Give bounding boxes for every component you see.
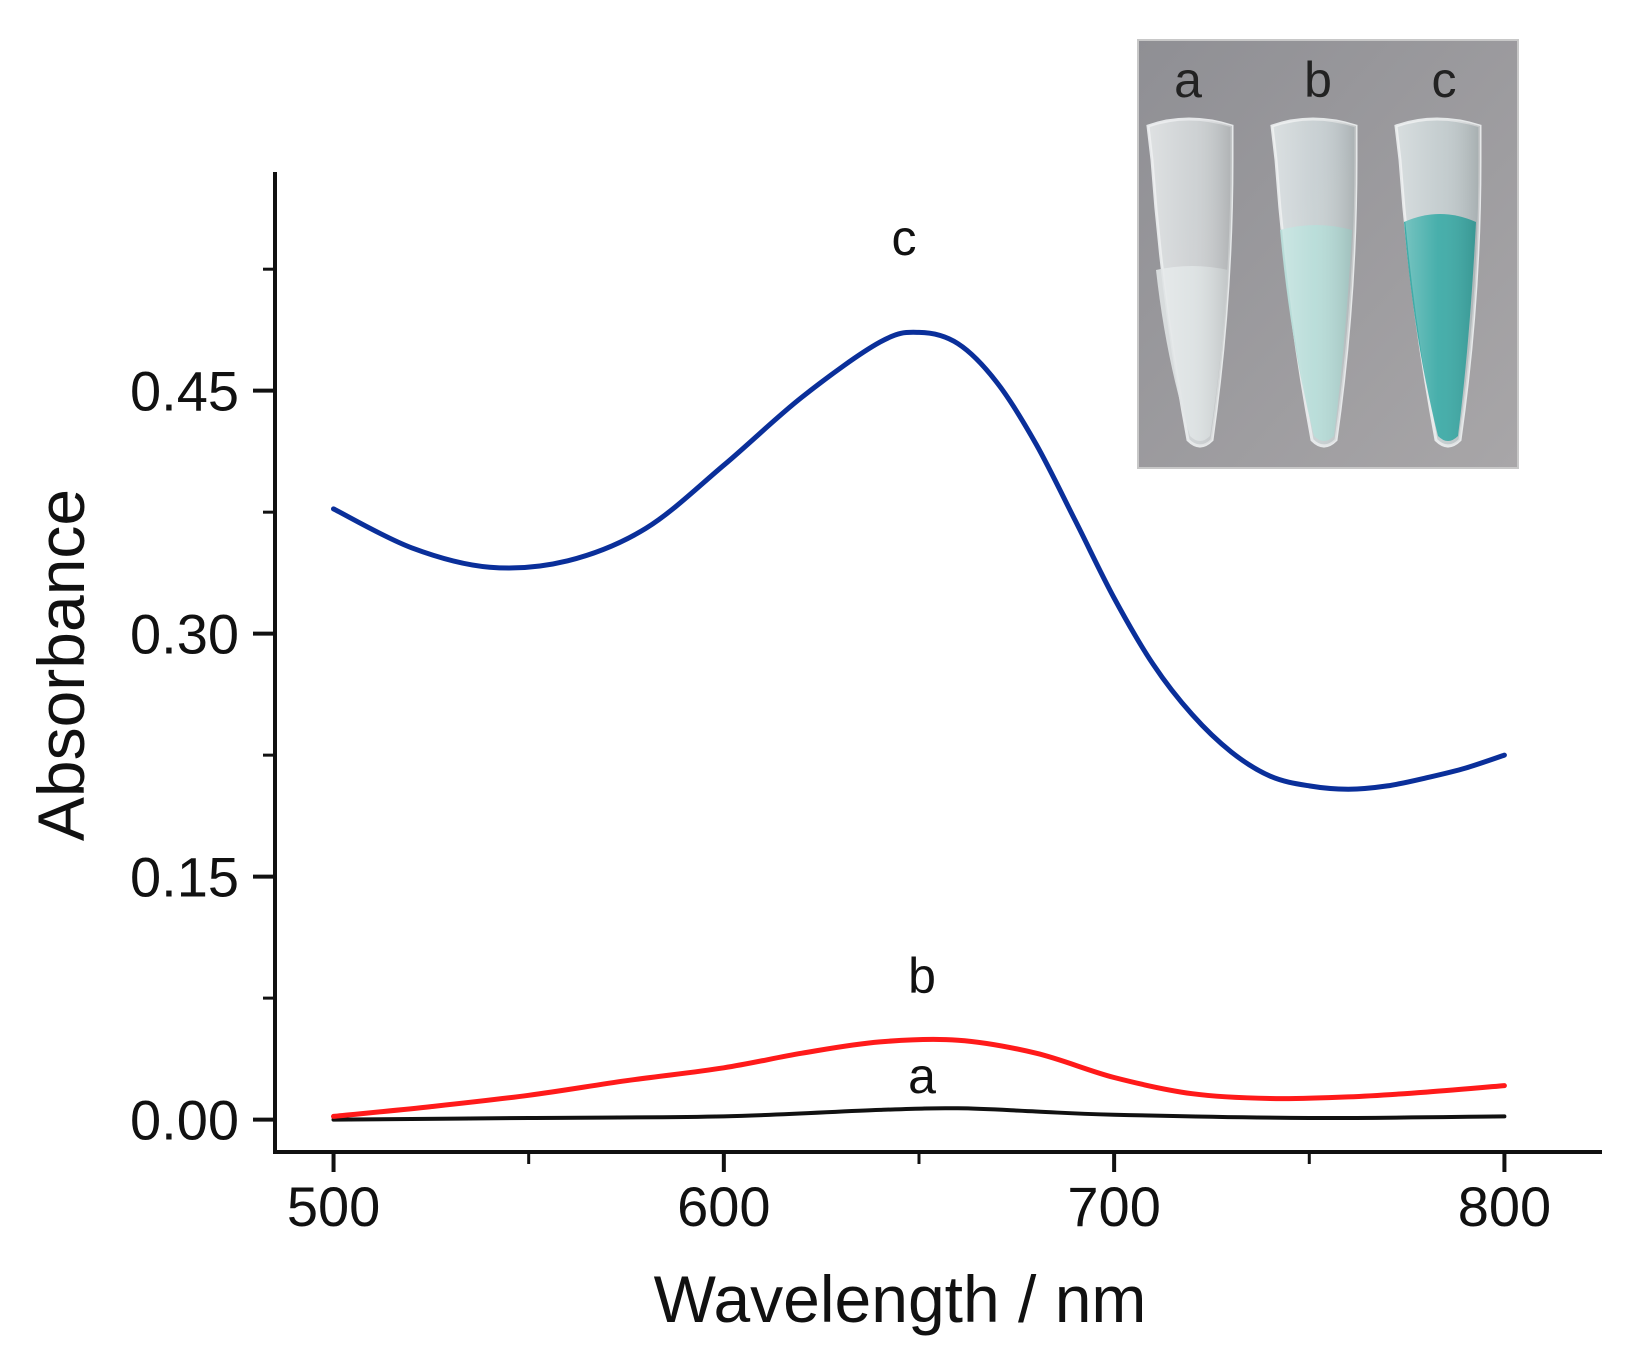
x-ticks: 500 600 700 800: [287, 1152, 1551, 1238]
y-tick-label: 0.00: [130, 1089, 239, 1152]
x-axis-title: Wavelength / nm: [654, 1262, 1147, 1336]
y-tick-label: 0.15: [130, 846, 239, 909]
curve-label-a: a: [908, 1048, 936, 1104]
curve-label-c: c: [892, 210, 917, 266]
x-tick-label: 600: [677, 1175, 770, 1238]
y-tick-label: 0.30: [130, 603, 239, 666]
axes: [273, 172, 1602, 1154]
x-tick-label: 700: [1067, 1175, 1160, 1238]
y-axis-title: Absorbance: [24, 489, 98, 841]
series-line-b: [331, 1036, 1507, 1119]
tube-label-a: a: [1174, 52, 1202, 108]
inset-photo: a b c: [1137, 39, 1519, 469]
x-tick-label: 800: [1458, 1175, 1551, 1238]
tube-label-c: c: [1432, 52, 1457, 108]
tube-c: [1394, 117, 1482, 448]
tube-b: [1270, 117, 1358, 448]
y-tick-label: 0.45: [130, 360, 239, 423]
series-group: [331, 329, 1507, 1122]
x-tick-label: 500: [287, 1175, 380, 1238]
y-ticks: 0.00 0.15 0.30 0.45: [130, 267, 275, 1152]
tube-a: [1146, 117, 1234, 448]
tube-label-b: b: [1304, 52, 1332, 108]
series-line-a: [331, 1106, 1507, 1122]
curve-label-b: b: [908, 948, 936, 1004]
